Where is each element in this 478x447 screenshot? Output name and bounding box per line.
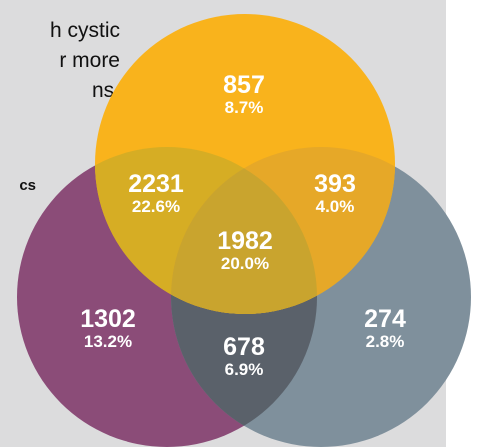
percent-purple-only: 13.2% xyxy=(84,332,132,351)
intro-text-fragment: h cystic r more ns. xyxy=(0,16,120,106)
percent-all-three: 20.0% xyxy=(221,254,269,273)
count-purple-slate: 678 xyxy=(223,333,265,361)
count-yellow-slate: 393 xyxy=(314,170,356,198)
venn-overlap-all-three xyxy=(171,147,317,314)
percent-purple-slate: 6.9% xyxy=(225,360,264,379)
intro-line-1: h cystic xyxy=(49,19,120,42)
percent-yellow-only: 8.7% xyxy=(225,98,264,117)
percent-yellow-slate: 4.0% xyxy=(316,197,355,216)
count-slate-only: 274 xyxy=(364,305,406,333)
percent-slate-only: 2.8% xyxy=(366,332,405,351)
percent-yellow-purple: 22.6% xyxy=(132,197,180,216)
intro-line-2: r more xyxy=(59,49,120,72)
count-yellow-only: 857 xyxy=(223,71,265,99)
count-all-three: 1982 xyxy=(217,227,273,255)
count-purple-only: 1302 xyxy=(80,305,136,333)
count-yellow-purple: 2231 xyxy=(128,170,184,198)
bold-text-fragment: cs xyxy=(19,177,36,194)
